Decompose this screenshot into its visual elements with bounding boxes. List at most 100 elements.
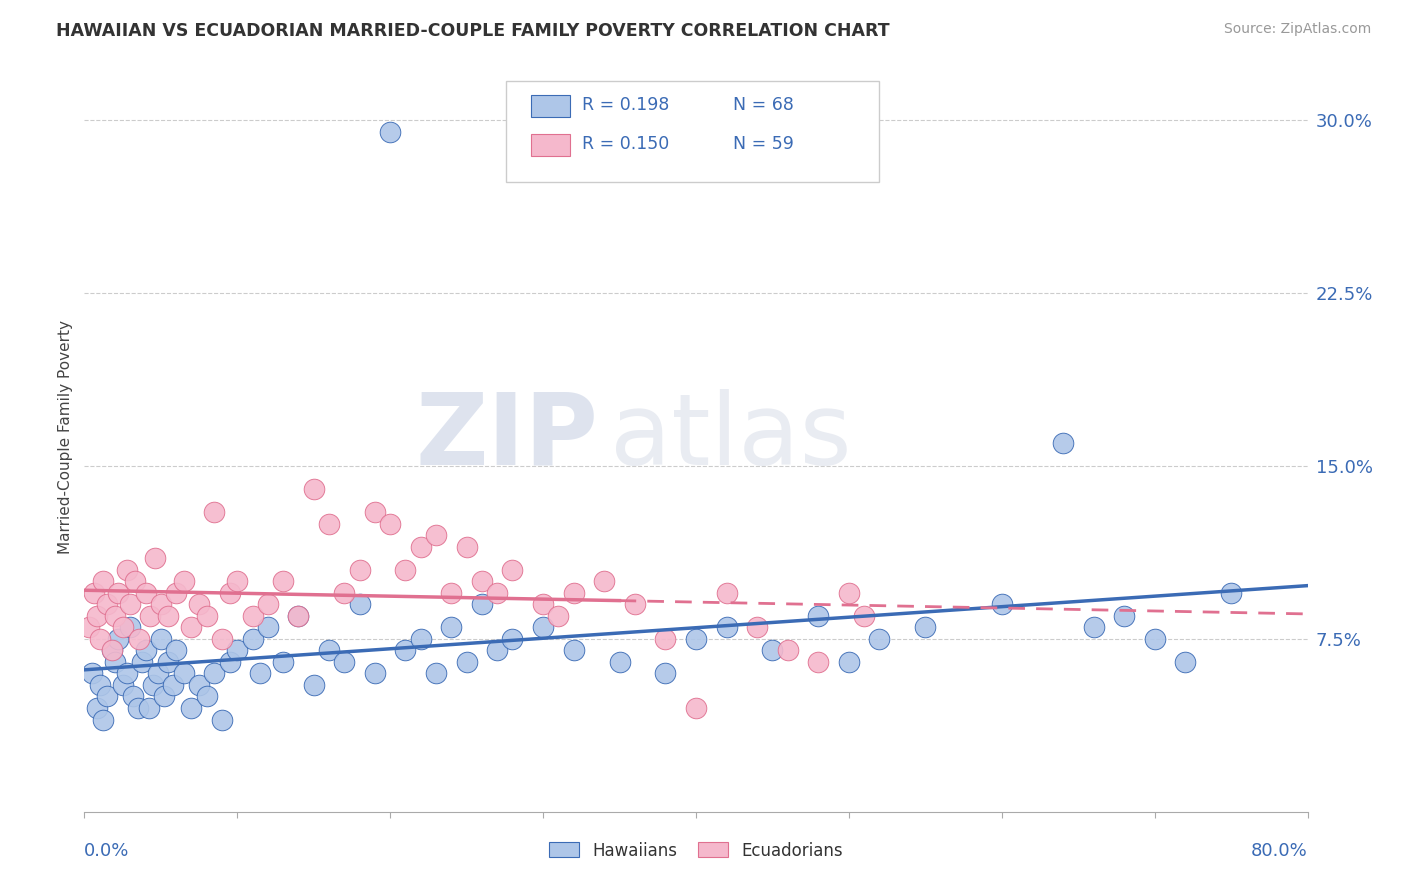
Point [302,482,325,496]
Point [486,643,509,657]
Point [138,701,160,715]
Point [502,632,524,646]
Point [440,620,463,634]
Point [131,655,153,669]
Point [111,678,134,692]
Text: R = 0.150: R = 0.150 [582,135,669,153]
Point [394,563,416,577]
Point [364,505,387,519]
Point [104,655,127,669]
Point [502,563,524,577]
Point [654,666,676,681]
Point [128,632,150,646]
Point [869,632,891,646]
Point [287,608,309,623]
Point [838,585,860,599]
Point [271,655,294,669]
Point [1052,435,1074,450]
Legend: Hawaiians, Ecuadorians: Hawaiians, Ecuadorians [550,841,842,860]
Point [624,597,647,611]
Point [838,655,860,669]
Point [89,632,111,646]
Text: atlas: atlas [610,389,852,485]
Text: R = 0.198: R = 0.198 [582,96,669,114]
Point [153,690,176,704]
Point [226,643,249,657]
Point [120,597,142,611]
Point [425,666,447,681]
Point [853,608,876,623]
Point [807,655,830,669]
Point [593,574,616,589]
Point [149,632,172,646]
FancyBboxPatch shape [506,81,880,182]
Point [761,643,783,657]
Point [380,125,402,139]
Point [257,597,280,611]
Point [91,713,114,727]
Point [211,632,233,646]
Point [776,643,799,657]
Point [349,597,371,611]
Point [142,678,165,692]
Point [135,585,157,599]
Point [86,608,108,623]
Point [139,608,162,623]
Point [685,632,707,646]
Point [135,643,157,657]
Point [394,643,416,657]
Point [122,690,145,704]
Point [409,540,432,554]
Point [107,632,129,646]
Point [747,620,769,634]
Point [173,574,195,589]
Point [257,620,280,634]
Point [318,643,340,657]
Point [180,701,202,715]
Point [333,655,356,669]
Point [380,516,402,531]
Point [115,563,138,577]
Point [425,528,447,542]
Point [333,585,356,599]
Point [91,574,114,589]
Text: N = 59: N = 59 [733,135,793,153]
Point [914,620,936,634]
Point [456,655,478,669]
Point [120,620,142,634]
Point [654,632,676,646]
Point [364,666,387,681]
Point [242,608,264,623]
Point [547,608,569,623]
Point [188,597,211,611]
Point [685,701,707,715]
Point [302,678,325,692]
Y-axis label: Married-Couple Family Poverty: Married-Couple Family Poverty [58,320,73,554]
Point [77,620,100,634]
Point [157,608,180,623]
Point [991,597,1014,611]
Point [486,585,509,599]
Point [562,643,585,657]
Text: 0.0%: 0.0% [84,842,129,860]
Point [111,620,134,634]
Point [1083,620,1105,634]
Point [180,620,202,634]
Point [104,608,127,623]
Point [1174,655,1197,669]
Point [531,620,554,634]
Point [807,608,830,623]
Point [202,505,225,519]
Point [124,574,146,589]
Point [96,690,118,704]
Text: N = 68: N = 68 [733,96,793,114]
Point [127,701,149,715]
Point [143,551,166,566]
Point [226,574,249,589]
Point [562,585,585,599]
Point [188,678,211,692]
Point [609,655,631,669]
Point [165,585,187,599]
Point [202,666,225,681]
Point [1220,585,1243,599]
